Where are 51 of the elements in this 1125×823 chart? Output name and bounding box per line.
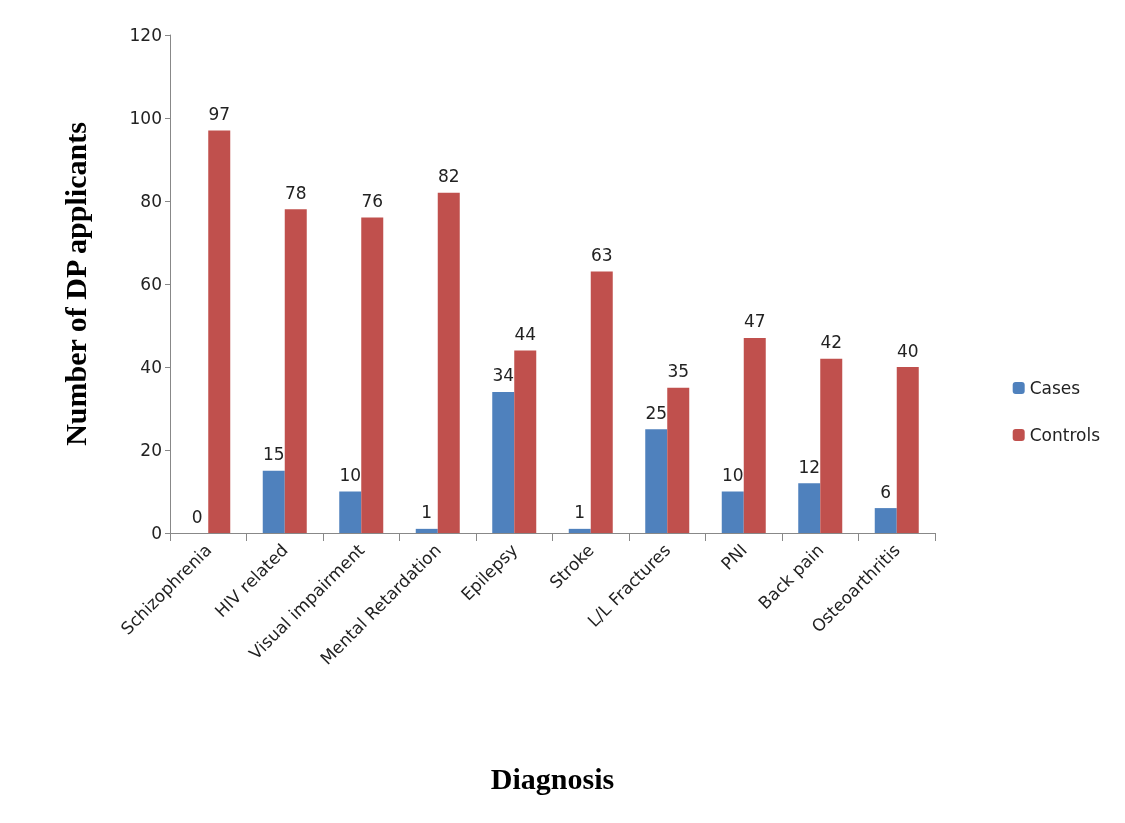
legend-label: Controls bbox=[1029, 425, 1101, 445]
y-tick-label: 80 bbox=[140, 191, 162, 211]
y-axis-title: Number of DP applicants bbox=[58, 122, 92, 446]
bar bbox=[437, 192, 460, 533]
y-tick-label: 120 bbox=[129, 25, 162, 45]
bar bbox=[514, 350, 537, 533]
data-label: 35 bbox=[667, 361, 690, 382]
data-label: 12 bbox=[798, 456, 821, 477]
data-label: 15 bbox=[262, 444, 285, 465]
data-label: 10 bbox=[721, 465, 744, 485]
bar bbox=[896, 367, 919, 533]
bar bbox=[568, 528, 591, 533]
bar bbox=[492, 391, 515, 533]
data-label: 76 bbox=[361, 191, 384, 212]
bar bbox=[743, 337, 766, 533]
x-axis-title: Diagnosis bbox=[490, 761, 615, 795]
data-label: 97 bbox=[208, 103, 231, 124]
bar bbox=[208, 130, 231, 533]
data-label: 1 bbox=[574, 502, 586, 523]
bar bbox=[262, 470, 285, 533]
bar bbox=[721, 491, 744, 533]
data-label: 82 bbox=[437, 166, 460, 187]
bar bbox=[667, 387, 690, 533]
bar bbox=[284, 209, 307, 533]
bar bbox=[874, 508, 897, 533]
data-label: 47 bbox=[743, 311, 766, 332]
data-label: 63 bbox=[590, 245, 613, 266]
data-label: 44 bbox=[514, 323, 537, 344]
bar bbox=[361, 217, 384, 533]
data-label: 6 bbox=[880, 481, 892, 502]
y-tick-label: 40 bbox=[140, 357, 162, 377]
legend-label: Cases bbox=[1029, 378, 1081, 398]
data-label: 78 bbox=[284, 182, 307, 203]
bar bbox=[590, 271, 613, 533]
data-label: 1 bbox=[421, 502, 433, 523]
data-label: 25 bbox=[645, 402, 668, 423]
y-tick-label: 20 bbox=[140, 440, 162, 460]
y-tick-label: 0 bbox=[151, 523, 162, 543]
bar bbox=[645, 429, 668, 533]
data-label: 34 bbox=[492, 365, 515, 386]
data-label: 40 bbox=[896, 340, 919, 361]
bar bbox=[415, 528, 438, 533]
bar bbox=[798, 483, 821, 533]
data-label: 42 bbox=[820, 332, 843, 353]
data-label: 10 bbox=[339, 465, 362, 485]
y-tick-label: 100 bbox=[129, 108, 162, 128]
data-label: 0 bbox=[191, 506, 203, 527]
y-tick-label: 60 bbox=[140, 274, 162, 294]
bar bbox=[339, 491, 362, 533]
bar bbox=[820, 358, 843, 533]
x-tick-label: PNI bbox=[716, 539, 751, 574]
